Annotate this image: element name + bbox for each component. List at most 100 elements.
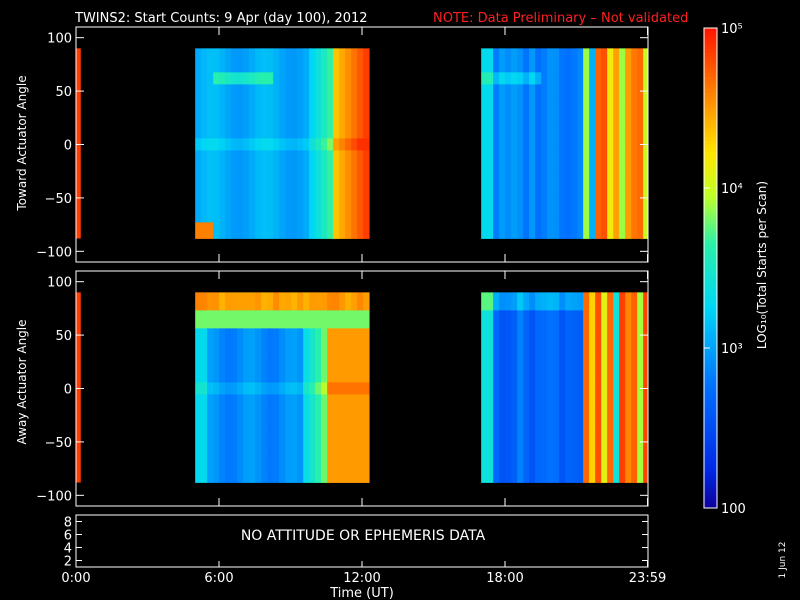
heatmap-cell: [261, 96, 268, 103]
heatmap-cell: [559, 322, 566, 329]
heatmap-cell: [363, 406, 370, 413]
heatmap-cell: [589, 54, 596, 61]
heatmap-cell: [225, 346, 232, 353]
colorbar-swatch: [704, 200, 717, 205]
heatmap-cell: [625, 210, 632, 217]
heatmap-cell: [213, 442, 220, 449]
heatmap-cell: [315, 192, 322, 199]
heatmap-cell: [523, 66, 530, 73]
heatmap-cell: [625, 78, 632, 85]
heatmap-cell: [565, 358, 572, 365]
heatmap-cell: [249, 472, 256, 479]
heatmap-cell: [511, 382, 518, 389]
heatmap-cell: [631, 180, 638, 187]
heatmap-cell: [303, 60, 310, 67]
heatmap-cell: [297, 382, 304, 389]
heatmap-cell: [607, 370, 614, 377]
heatmap-cell: [219, 346, 226, 353]
heatmap-cell: [363, 96, 370, 103]
heatmap-cell: [511, 472, 518, 479]
heatmap-cell: [643, 460, 649, 467]
heatmap-cell: [613, 334, 620, 341]
heatmap-cell: [493, 310, 500, 317]
heatmap-cell: [619, 394, 626, 401]
heatmap-cell: [499, 466, 506, 473]
data-note: NOTE: Data Preliminary – Not validated: [433, 11, 688, 26]
heatmap-cell: [505, 90, 512, 97]
heatmap-cell: [583, 334, 590, 341]
heatmap-cell: [345, 376, 352, 383]
heatmap-cell: [535, 210, 542, 217]
heatmap-cell: [261, 54, 268, 61]
heatmap-cell: [225, 174, 232, 181]
heatmap-cell: [505, 174, 512, 181]
heatmap-cell: [589, 400, 596, 407]
heatmap-cell: [523, 310, 530, 317]
heatmap-cell: [595, 210, 602, 217]
heatmap-cell: [255, 370, 262, 377]
heatmap-cell: [219, 448, 226, 455]
heatmap-cell: [321, 48, 328, 55]
heatmap-cell: [273, 304, 280, 311]
heatmap-cell: [345, 430, 352, 437]
heatmap-cell: [357, 334, 364, 341]
heatmap-cell: [583, 316, 590, 323]
heatmap-cell: [207, 472, 214, 479]
heatmap-cell: [595, 334, 602, 341]
heatmap-cell: [577, 304, 584, 311]
heatmap-cell: [589, 448, 596, 455]
heatmap-cell: [351, 228, 358, 235]
heatmap-cell: [583, 436, 590, 443]
heatmap-cell: [291, 448, 298, 455]
heatmap-cell: [637, 460, 644, 467]
heatmap-cell: [219, 96, 226, 103]
heatmap-cell: [541, 304, 548, 311]
heatmap-cell: [541, 156, 548, 163]
heatmap-cell: [487, 222, 494, 229]
heatmap-cell: [285, 436, 292, 443]
heatmap-cell: [601, 96, 608, 103]
colorbar-swatch: [704, 288, 717, 293]
heatmap-cell: [201, 198, 208, 205]
heatmap-cell: [231, 108, 238, 115]
heatmap-cell: [243, 352, 250, 359]
colorbar-swatch: [704, 448, 717, 453]
heatmap-cell: [291, 454, 298, 461]
heatmap-cell: [285, 66, 292, 73]
heatmap-cell: [499, 442, 506, 449]
heatmap-cell: [321, 96, 328, 103]
heatmap-cell: [357, 340, 364, 347]
heatmap-cell: [213, 454, 220, 461]
heatmap-cell: [493, 448, 500, 455]
heatmap-cell: [225, 60, 232, 67]
heatmap-cell: [201, 78, 208, 85]
heatmap-cell: [219, 382, 226, 389]
heatmap-cell: [315, 460, 322, 467]
heatmap-cell: [517, 310, 524, 317]
heatmap-cell: [297, 120, 304, 127]
heatmap-cell: [571, 60, 578, 67]
colorbar-swatch: [704, 176, 717, 181]
heatmap-cell: [559, 48, 566, 55]
heatmap-cell: [291, 400, 298, 407]
heatmap-cell: [285, 340, 292, 347]
heatmap-cell: [309, 54, 316, 61]
heatmap-cell: [541, 436, 548, 443]
heatmap-cell: [553, 316, 560, 323]
colorbar-swatch: [704, 72, 717, 77]
heatmap-cell: [523, 430, 530, 437]
heatmap-cell: [487, 162, 494, 169]
heatmap-cell: [511, 418, 518, 425]
heatmap-cell: [261, 292, 268, 299]
heatmap-cell: [505, 138, 512, 145]
heatmap-cell: [613, 358, 620, 365]
heatmap-cell: [327, 430, 334, 437]
heatmap-cell: [201, 316, 208, 323]
heatmap-cell: [559, 418, 566, 425]
heatmap-cell: [565, 96, 572, 103]
heatmap-cell: [601, 358, 608, 365]
heatmap-cell: [565, 204, 572, 211]
heatmap-cell: [601, 72, 608, 79]
heatmap-cell: [297, 298, 304, 305]
heatmap-cell: [207, 406, 214, 413]
